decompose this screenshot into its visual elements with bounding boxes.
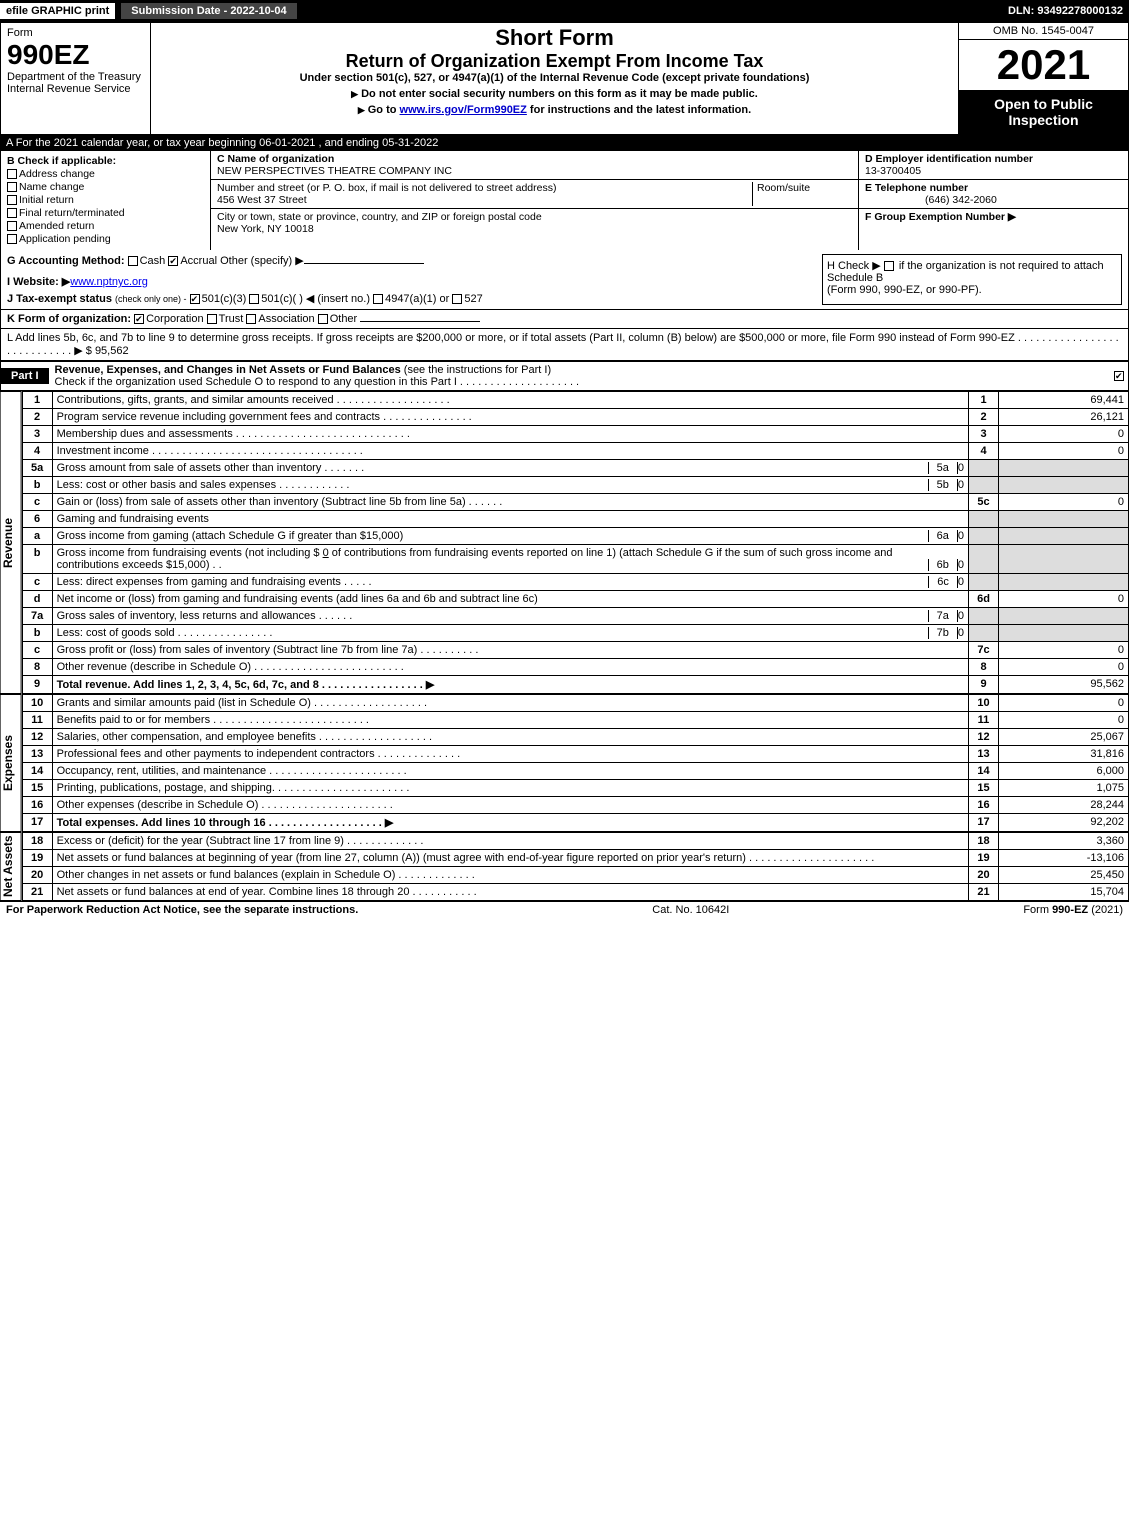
header-left: Form 990EZ Department of the Treasury In… [1,23,151,134]
note-ssn: Do not enter social security numbers on … [157,88,952,100]
l-line: L Add lines 5b, 6c, and 7b to line 9 to … [0,329,1129,361]
org-name: NEW PERSPECTIVES THEATRE COMPANY INC [217,165,452,177]
chk-trust[interactable] [207,314,217,324]
footer-cat: Cat. No. 10642I [652,904,729,916]
footer-left: For Paperwork Reduction Act Notice, see … [6,904,358,916]
e-lbl: E Telephone number [865,182,968,194]
top-bar: efile GRAPHIC print Submission Date - 20… [0,0,1129,22]
goto-pre: Go to [358,104,400,116]
expenses-table: 10Grants and similar amounts paid (list … [22,694,1129,832]
website-link[interactable]: www.nptnyc.org [70,276,148,288]
gh-row: G Accounting Method: Cash Accrual Other … [0,250,1129,310]
c-name-lbl: C Name of organization [217,153,334,165]
org-street: 456 West 37 Street [217,194,307,206]
chk-final[interactable] [7,208,17,218]
gh-left: G Accounting Method: Cash Accrual Other … [7,254,822,305]
chk-501c3[interactable] [190,294,200,304]
page-footer: For Paperwork Reduction Act Notice, see … [0,901,1129,918]
chk-527[interactable] [452,294,462,304]
b-column: B Check if applicable: Address change Na… [1,151,211,250]
chk-name[interactable] [7,182,17,192]
omb-number: OMB No. 1545-0047 [959,23,1128,40]
header-right: OMB No. 1545-0047 2021 Open to Public In… [958,23,1128,134]
k-line: K Form of organization: Corporation Trus… [0,310,1129,329]
expenses-side-label: Expenses [0,694,22,832]
part1-header: Part I Revenue, Expenses, and Changes in… [0,361,1129,391]
revenue-table: 1Contributions, gifts, grants, and simil… [22,391,1129,694]
f-lbl: F Group Exemption Number ▶ [865,211,1016,223]
c-street-cell: Number and street (or P. O. box, if mail… [211,180,858,209]
chk-h[interactable] [884,261,894,271]
chk-initial[interactable] [7,195,17,205]
chk-4947[interactable] [373,294,383,304]
submission-date: Submission Date - 2022-10-04 [121,3,296,19]
irs-label: Internal Revenue Service [7,83,144,95]
form-header: Form 990EZ Department of the Treasury In… [0,22,1129,135]
street-lbl: Number and street (or P. O. box, if mail… [217,182,556,194]
chk-address[interactable] [7,169,17,179]
form-number: 990EZ [7,39,144,71]
de-column: D Employer identification number 13-3700… [858,151,1128,250]
i-line: I Website: ▶www.nptnyc.org [7,275,822,288]
dept-treasury: Department of the Treasury [7,71,144,83]
dln-label: DLN: 93492278000132 [1008,5,1129,17]
b-label: B Check if applicable: [7,155,204,167]
phone-value: (646) 342-2060 [865,194,997,206]
form-word: Form [7,27,144,39]
chk-pending[interactable] [7,234,17,244]
bc-section: B Check if applicable: Address change Na… [0,151,1129,250]
c-city-cell: City or town, state or province, country… [211,209,858,237]
revenue-side-label: Revenue [0,391,22,694]
e-cell: E Telephone number (646) 342-2060 [859,180,1128,209]
netassets-side-label: Net Assets [0,832,22,901]
tax-year: 2021 [959,40,1128,90]
chk-cash[interactable] [128,256,138,266]
other-blank[interactable] [304,263,424,264]
netassets-section: Net Assets 18Excess or (deficit) for the… [0,832,1129,901]
chk-assoc[interactable] [246,314,256,324]
g-line: G Accounting Method: Cash Accrual Other … [7,254,822,267]
chk-other-org[interactable] [318,314,328,324]
d-cell: D Employer identification number 13-3700… [859,151,1128,180]
footer-right: Form 990-EZ (2021) [1023,904,1123,916]
form-undersection: Under section 501(c), 527, or 4947(a)(1)… [157,72,952,84]
chk-corp[interactable] [134,314,144,324]
c-name-cell: C Name of organization NEW PERSPECTIVES … [211,151,858,180]
row-a-taxyear: A For the 2021 calendar year, or tax yea… [0,135,1129,151]
note-goto: Go to www.irs.gov/Form990EZ for instruct… [157,104,952,116]
form-title: Short Form [157,25,952,51]
open-inspection: Open to Public Inspection [959,90,1128,134]
expenses-section: Expenses 10Grants and similar amounts pa… [0,694,1129,832]
irs-link[interactable]: www.irs.gov/Form990EZ [400,104,527,116]
chk-amended[interactable] [7,221,17,231]
goto-post: for instructions and the latest informat… [527,104,751,116]
chk-501c[interactable] [249,294,259,304]
revenue-section: Revenue 1Contributions, gifts, grants, a… [0,391,1129,694]
j-line: J Tax-exempt status (check only one) - 5… [7,292,822,305]
chk-accrual[interactable] [168,256,178,266]
form-subtitle: Return of Organization Exempt From Incom… [157,51,952,72]
netassets-table: 18Excess or (deficit) for the year (Subt… [22,832,1129,901]
efile-label[interactable]: efile GRAPHIC print [0,3,115,19]
ein-value: 13-3700405 [865,165,921,177]
d-lbl: D Employer identification number [865,153,1033,165]
room-lbl: Room/suite [757,182,810,194]
part1-title: Revenue, Expenses, and Changes in Net As… [49,362,1110,390]
header-mid: Short Form Return of Organization Exempt… [151,23,958,134]
chk-part1-schedO[interactable] [1114,371,1124,381]
org-city: New York, NY 10018 [217,223,314,235]
city-lbl: City or town, state or province, country… [217,211,542,223]
h-box: H Check ▶ if the organization is not req… [822,254,1122,305]
f-cell: F Group Exemption Number ▶ [859,209,1128,225]
c-column: C Name of organization NEW PERSPECTIVES … [211,151,858,250]
other-org-blank[interactable] [360,321,480,322]
part1-tab: Part I [1,368,49,384]
gross-receipts: 95,562 [95,345,129,357]
